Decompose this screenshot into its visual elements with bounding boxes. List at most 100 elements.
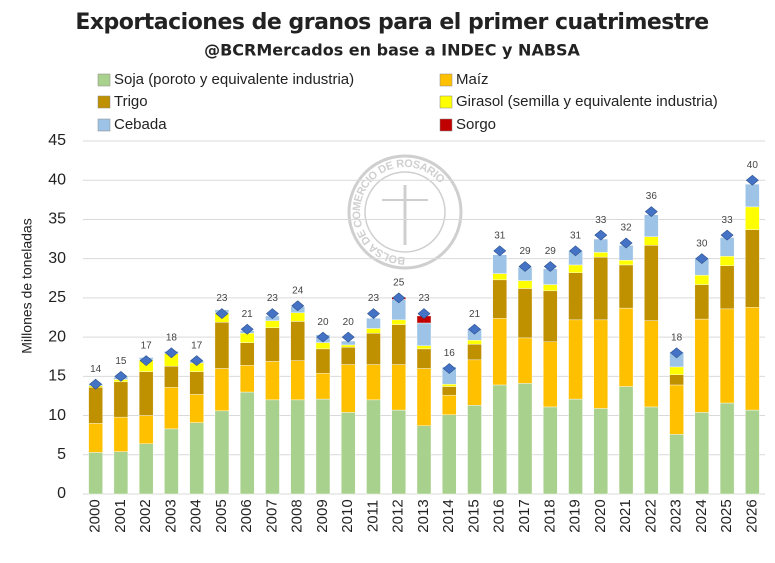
bar-segment <box>745 183 760 208</box>
legend-swatch <box>439 95 453 109</box>
bar-segment <box>113 416 129 452</box>
total-marker <box>695 253 709 265</box>
legend-label: Soja (poroto y equivalente industria) <box>114 71 354 88</box>
total-marker <box>442 363 456 374</box>
bar-segment <box>138 415 154 444</box>
bar-segment <box>189 422 204 495</box>
bar-segment <box>467 359 482 406</box>
bar-segment <box>315 372 331 400</box>
bar-segment <box>341 364 356 413</box>
bar-segment <box>265 320 280 328</box>
x-tick-label: 2026 <box>743 499 760 532</box>
bar-segment <box>442 383 457 387</box>
total-label: 29 <box>519 246 531 257</box>
bar-segment <box>618 264 634 309</box>
legend-swatch <box>97 118 111 132</box>
x-tick-label: 2025 <box>718 499 735 532</box>
bar-segment <box>593 408 609 495</box>
bar-segment <box>694 318 710 413</box>
bar-segment <box>568 264 583 273</box>
x-tick-label: 2009 <box>314 499 331 532</box>
total-label: 15 <box>115 356 127 367</box>
bar-segment <box>164 387 179 430</box>
bar-segment <box>644 406 659 495</box>
y-tick-label: 15 <box>48 368 66 385</box>
y-tick-label: 0 <box>57 485 66 502</box>
bar-segment <box>719 308 735 404</box>
total-label: 18 <box>671 332 683 343</box>
bar-segment <box>694 284 710 320</box>
total-marker <box>644 206 658 217</box>
legend-label: Sorgo <box>456 116 496 133</box>
total-label: 17 <box>191 340 203 351</box>
bar-segment <box>467 340 482 345</box>
total-label: 18 <box>166 332 178 343</box>
bar-segment <box>138 443 154 495</box>
x-tick-label: 2008 <box>289 499 306 532</box>
y-tick-label: 25 <box>48 289 66 306</box>
bar-segment <box>644 245 659 321</box>
legend-label: Cebada <box>114 116 167 133</box>
total-marker <box>164 347 178 359</box>
total-marker <box>745 174 759 186</box>
bar-segment <box>416 345 432 350</box>
bar-segment <box>341 347 356 365</box>
total-marker <box>543 261 557 272</box>
bar-segment <box>416 425 432 495</box>
bar-segment <box>442 414 457 495</box>
bar-segment <box>366 328 381 334</box>
y-tick-label: 30 <box>48 250 66 267</box>
bar-segment <box>492 254 507 274</box>
total-marker <box>594 229 608 241</box>
total-label: 24 <box>292 285 304 296</box>
x-tick-label: 2010 <box>339 499 356 532</box>
bar-segment <box>164 365 179 388</box>
bar-segment <box>492 273 507 281</box>
bar-segment <box>416 368 432 426</box>
bar-segment <box>391 364 406 411</box>
total-label: 25 <box>393 278 405 289</box>
total-label: 30 <box>696 238 708 249</box>
bar-segment <box>366 332 381 365</box>
x-tick-label: 2012 <box>390 499 407 532</box>
bar-segment <box>290 312 305 322</box>
bar-segment <box>745 229 760 308</box>
bar-segment <box>669 374 684 386</box>
total-marker <box>468 323 481 335</box>
bar-segment <box>214 368 230 412</box>
x-tick-label: 2004 <box>188 499 205 532</box>
total-marker <box>316 331 330 343</box>
x-tick-label: 2001 <box>112 499 129 532</box>
y-tick-label: 10 <box>48 407 66 424</box>
bar-segment <box>239 342 255 366</box>
y-tick-label: 45 <box>48 132 66 149</box>
x-tick-label: 2019 <box>567 499 584 532</box>
total-label: 14 <box>90 364 102 375</box>
bar-segment <box>517 288 533 339</box>
bar-segment <box>341 412 356 495</box>
total-label: 20 <box>317 317 329 328</box>
bar-segment <box>669 366 684 375</box>
x-tick-label: 2005 <box>213 499 230 532</box>
legend-swatch <box>439 73 453 87</box>
total-label: 33 <box>722 215 734 226</box>
bar-segment <box>492 384 507 495</box>
x-tick-label: 2015 <box>465 499 482 532</box>
bar-segment <box>467 343 482 361</box>
total-label: 21 <box>469 309 481 320</box>
total-label: 20 <box>343 317 355 328</box>
bar-segment <box>315 342 331 350</box>
x-tick-label: 2003 <box>162 499 179 532</box>
bar-segment <box>315 348 331 374</box>
total-label: 33 <box>595 215 607 226</box>
bar-segment <box>88 387 103 424</box>
bar-segment <box>341 344 356 348</box>
total-marker <box>114 370 128 382</box>
x-tick-label: 2002 <box>137 499 154 532</box>
bar-segment <box>113 381 129 418</box>
total-marker <box>190 355 204 367</box>
x-tick-label: 2016 <box>491 499 508 532</box>
bar-segment <box>593 319 609 409</box>
bar-segment <box>644 236 659 246</box>
total-marker <box>670 347 684 359</box>
